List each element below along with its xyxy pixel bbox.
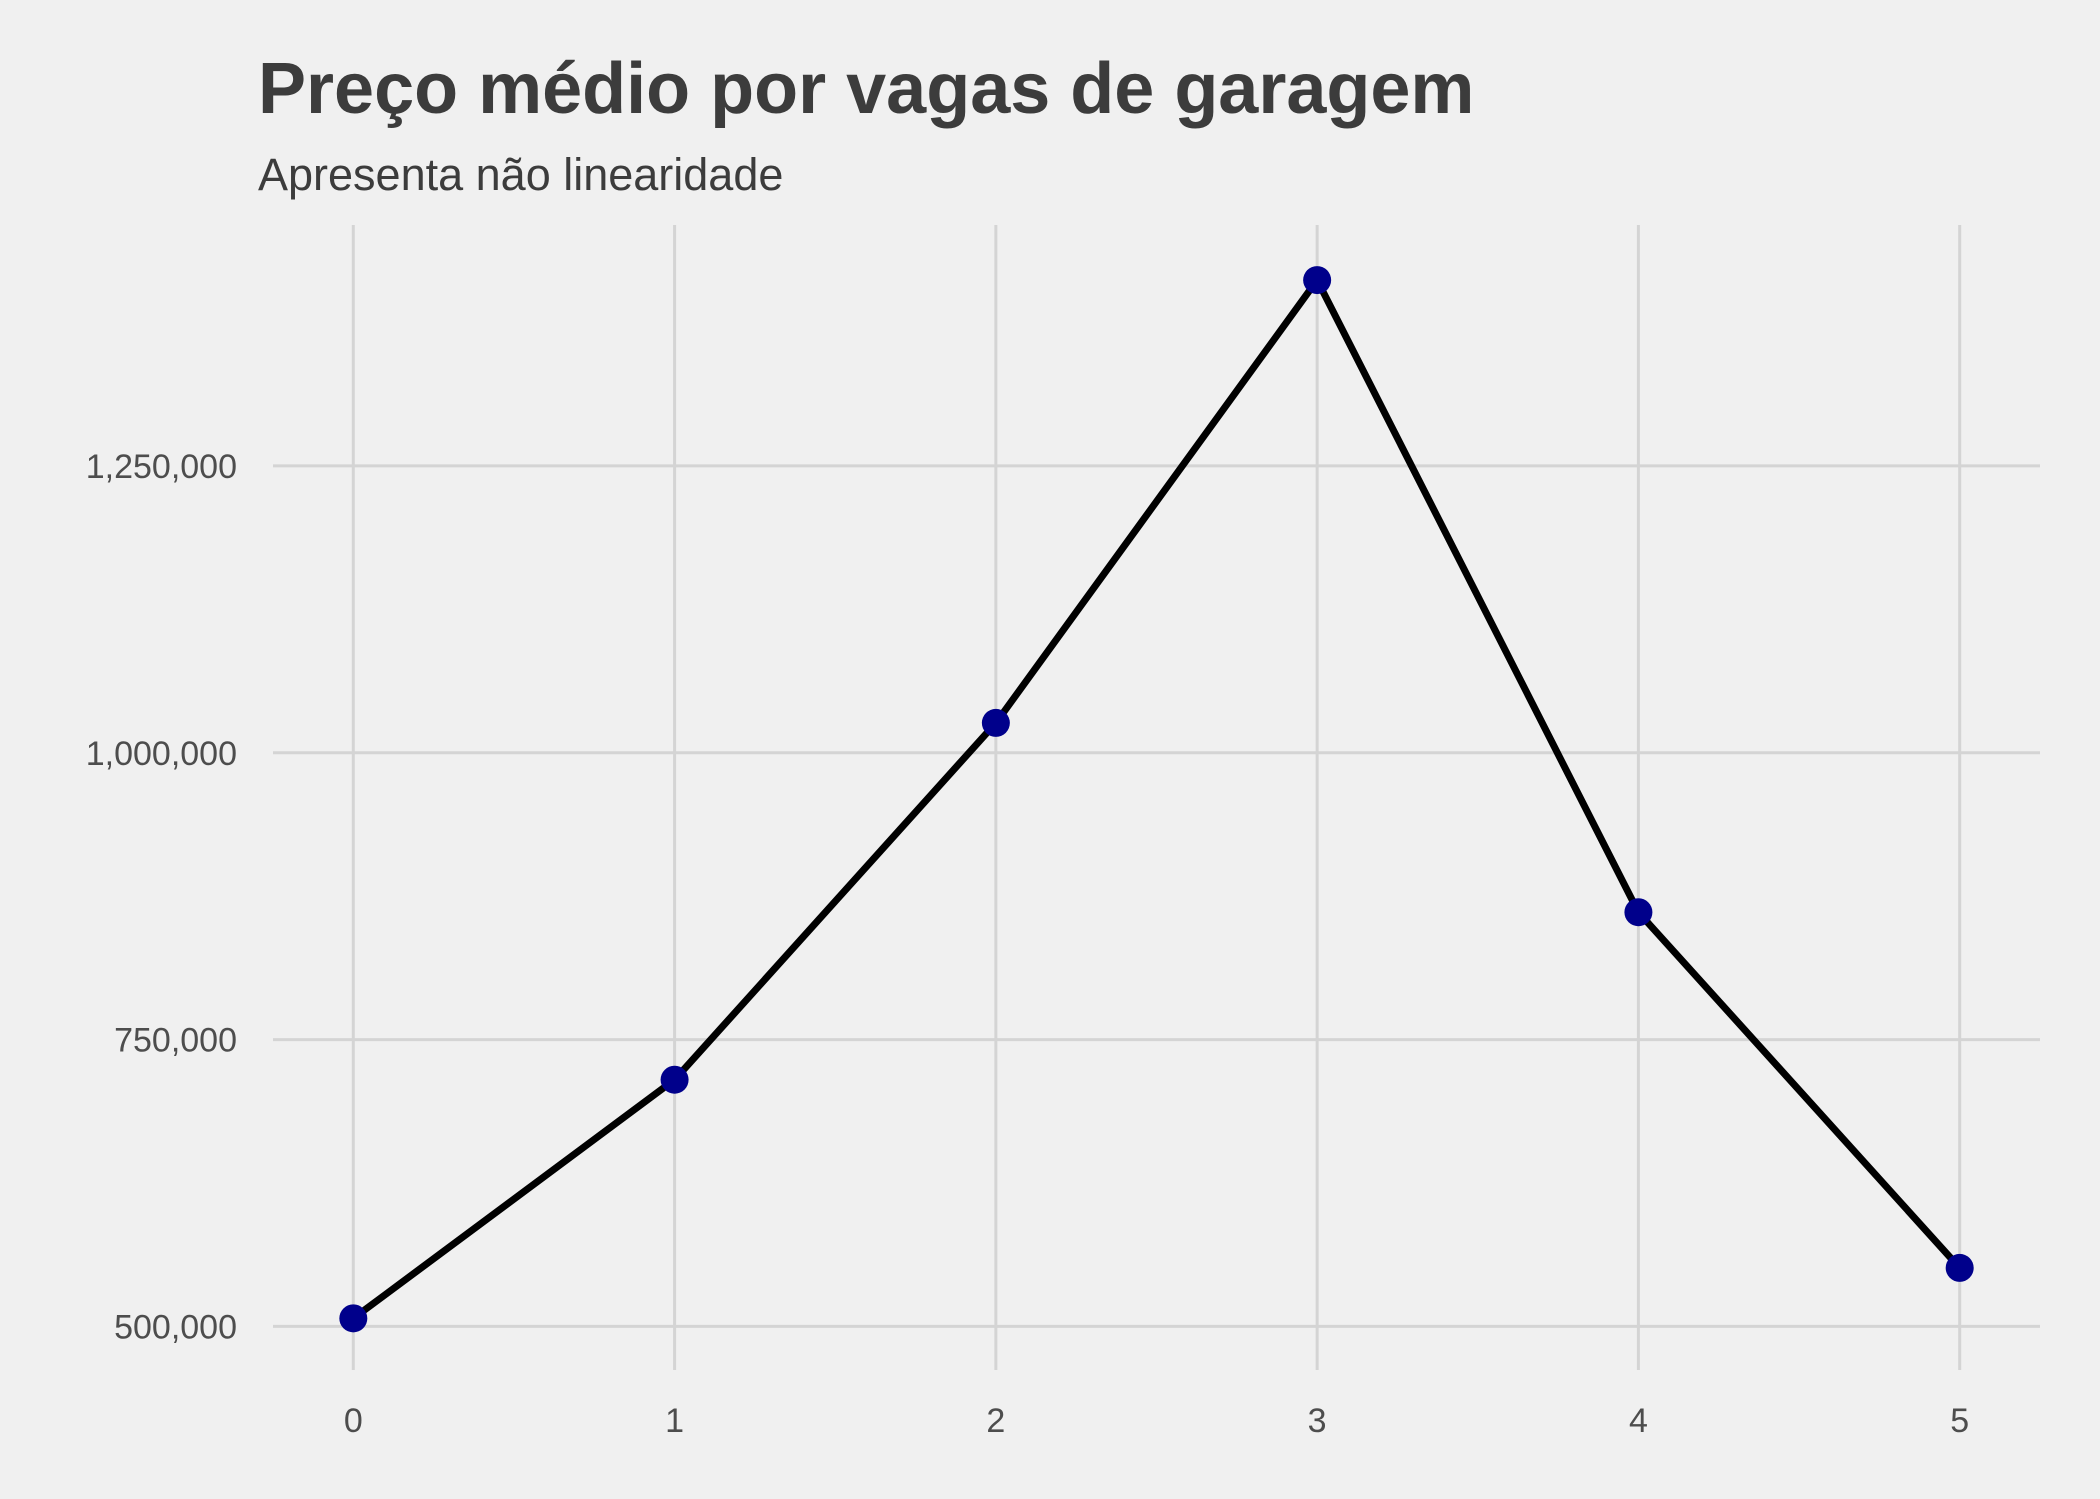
y-tick-label: 750,000 <box>114 1022 237 1060</box>
y-tick-label: 500,000 <box>114 1308 237 1346</box>
data-point <box>1945 1253 1974 1282</box>
grid <box>273 225 2040 1370</box>
y-axis-ticks: 500,000 750,000 1,000,000 1,250,000 <box>86 448 237 1346</box>
x-tick-label: 4 <box>1629 1402 1648 1440</box>
data-point <box>660 1065 689 1094</box>
x-tick-label: 2 <box>986 1402 1005 1440</box>
x-tick-label: 0 <box>344 1402 363 1440</box>
x-tick-label: 3 <box>1308 1402 1327 1440</box>
data-point <box>339 1304 368 1333</box>
x-axis-ticks: 0 1 2 3 4 5 <box>344 1402 1969 1440</box>
x-tick-label: 1 <box>665 1402 684 1440</box>
series-layer <box>349 276 1964 1322</box>
data-point <box>1624 898 1653 927</box>
data-point <box>1303 266 1332 295</box>
y-tick-label: 1,000,000 <box>86 735 237 773</box>
x-tick-label: 5 <box>1950 1402 1969 1440</box>
points-layer <box>339 266 1974 1333</box>
y-tick-label: 1,250,000 <box>86 448 237 486</box>
chart-title: Preço médio por vagas de garagem <box>258 49 1474 129</box>
series-line <box>349 276 1964 1322</box>
data-point <box>981 708 1010 737</box>
chart-subtitle: Apresenta não linearidade <box>258 149 783 200</box>
